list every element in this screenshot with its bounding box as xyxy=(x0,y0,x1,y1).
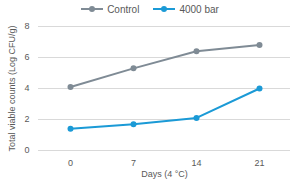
svg-text:7: 7 xyxy=(131,158,136,168)
html-text:4000 bar: 4000 bar xyxy=(179,3,219,15)
svg-text:6: 6 xyxy=(24,52,29,62)
svg-text:8: 8 xyxy=(24,21,29,31)
svg-text:21: 21 xyxy=(254,158,264,168)
html-text:Control: Control xyxy=(107,3,140,15)
svg-text:0: 0 xyxy=(68,158,73,168)
svg-text:14: 14 xyxy=(191,158,201,168)
svg-text:4: 4 xyxy=(24,83,29,93)
svg-text:Total viable counts (Log CFU/g: Total viable counts (Log CFU/g) xyxy=(7,25,17,151)
svg-text:2: 2 xyxy=(24,114,29,124)
svg-text:Days (4 °C): Days (4 °C) xyxy=(141,169,188,179)
svg-text:0: 0 xyxy=(24,145,29,155)
